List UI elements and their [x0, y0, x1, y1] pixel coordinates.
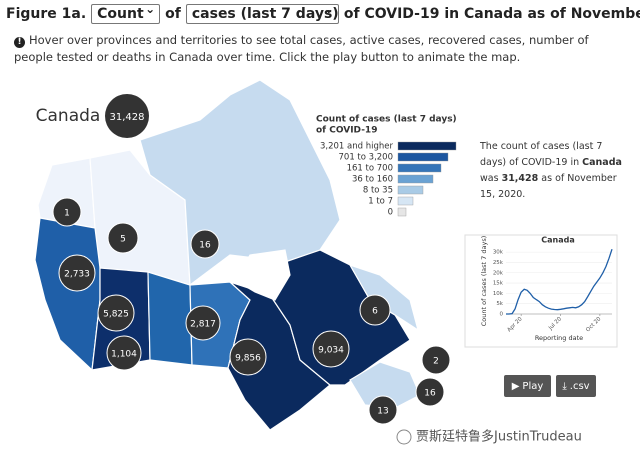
region-bubble	[229, 338, 267, 376]
trend-title: Canada	[541, 236, 575, 245]
region-bubble	[359, 294, 391, 326]
metric-select[interactable]: cases (last 7 days)	[185, 2, 339, 24]
legend-swatch	[397, 185, 424, 195]
region-bubble	[58, 254, 96, 292]
region-value: 5	[120, 235, 126, 245]
legend-label: 701 to 3,200	[339, 153, 394, 163]
trend-x-label: Reporting date	[535, 334, 583, 342]
legend-label: 161 to 700	[347, 164, 393, 174]
region-value: 1,104	[111, 350, 137, 360]
legend-swatch	[397, 152, 449, 162]
summary-text: The count of cases (last 7 days)	[480, 141, 603, 168]
region-value: 1	[64, 209, 70, 219]
summary-text: of COVID-19 in	[509, 157, 580, 168]
country-total: 31,428	[110, 112, 145, 123]
legend-swatch	[397, 207, 407, 217]
trend-y-tick-label: 20k	[493, 270, 504, 276]
figure-label: Figure 1a.	[6, 6, 87, 22]
info-icon: !	[14, 37, 25, 48]
info-body: Hover over provinces and territories to …	[14, 33, 589, 64]
trend-y-tick-label: 30k	[493, 250, 504, 256]
play-button[interactable]: ▶ Play	[504, 375, 551, 397]
region-value: 2,817	[190, 320, 216, 330]
region-value: 9,856	[235, 354, 261, 364]
saskatchewan	[147, 271, 193, 366]
region-bubble	[107, 222, 139, 254]
region-bubble	[52, 197, 82, 227]
legend-label: 1 to 7	[368, 197, 393, 207]
summary: The count of cases (last 7 days) of COVI…	[480, 139, 625, 203]
legend-title: of COVID-19	[316, 126, 377, 136]
measure-select[interactable]: Count	[91, 2, 161, 24]
region-bubbles: 1 5 16 2,733 5,825 1,104 2,817 9,856 9,034 6 2 16 13	[52, 197, 451, 425]
region-value: 13	[377, 407, 388, 417]
nunavut	[139, 79, 341, 287]
summary-region: Canada	[582, 157, 622, 168]
info-text: ! Hover over provinces and territories to…	[14, 32, 604, 66]
legend-label: 8 to 35	[363, 186, 393, 196]
wechat-icon	[396, 429, 412, 445]
country-bubble	[105, 94, 149, 138]
british-columbia	[34, 217, 101, 372]
trend-line	[506, 248, 613, 315]
hudson-bay	[234, 249, 291, 301]
button-label: .csv	[569, 380, 590, 392]
trend-y-tick-label: 25k	[493, 260, 504, 266]
country-label: Canada	[36, 106, 101, 126]
region-bubble	[415, 377, 445, 407]
region-value: 2,733	[64, 270, 90, 280]
trend-y-tick-label: 5k	[496, 301, 503, 307]
trend-y-tick-label: 15k	[493, 281, 504, 287]
region-bubble	[97, 294, 135, 332]
region-value: 2	[433, 357, 439, 367]
region-value: 16	[424, 389, 436, 399]
region-bubble	[106, 335, 142, 371]
region-value: 6	[372, 307, 378, 317]
region-value: 16	[199, 241, 211, 251]
trend-y-tick-label: 0	[500, 312, 504, 318]
summary-text: as of November 15, 2020.	[480, 173, 617, 200]
header-text: of	[165, 6, 181, 22]
region-value: 5,825	[103, 310, 129, 320]
region-value: 9,034	[318, 346, 344, 356]
summary-value: 31,428	[501, 173, 539, 184]
legend-swatch	[397, 196, 414, 206]
region-bubble	[421, 345, 451, 375]
legend-label: 0	[388, 208, 393, 218]
region-bubble	[368, 395, 398, 425]
trend-y-label: Count of cases (last 7 days)	[480, 236, 488, 327]
region-bubble	[312, 330, 350, 368]
watermark: 贾斯廷特鲁多JustinTrudeau	[416, 429, 582, 445]
region-bubble	[185, 305, 221, 341]
map	[34, 79, 421, 431]
header: Figure 1a. Count of cases (last 7 days) …	[6, 2, 640, 24]
header-text: of COVID-19 in Canada as of November 15,…	[343, 6, 640, 22]
legend-label: 36 to 160	[352, 175, 393, 185]
summary-text: was	[480, 173, 499, 184]
legend-swatch	[397, 174, 434, 184]
csv-button[interactable]: ⤓ .csv	[556, 375, 596, 397]
button-label: Play	[522, 380, 544, 392]
trend-y-tick-label: 10k	[493, 291, 504, 297]
legend-swatch	[397, 163, 442, 173]
region-bubble	[190, 229, 220, 259]
legend-swatch	[397, 141, 457, 151]
legend-label: 3,201 and higher	[320, 142, 393, 152]
legend-title: Count of cases (last 7 days)	[316, 115, 457, 125]
